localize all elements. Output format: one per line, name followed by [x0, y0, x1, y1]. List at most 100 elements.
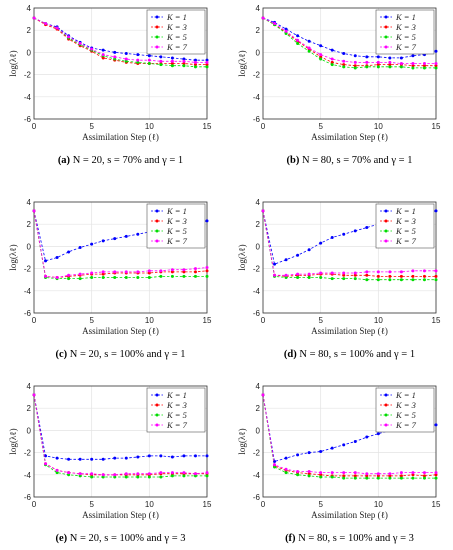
series-k5 [261, 393, 438, 480]
data-point [113, 275, 117, 279]
data-point [411, 473, 415, 477]
x-tick-label: 5 [89, 500, 94, 509]
data-point [193, 274, 197, 278]
caption-tag: (e) [55, 533, 69, 544]
data-point [365, 55, 369, 59]
data-point [422, 471, 426, 475]
x-axis-label: Assimilation Step (ℓ) [82, 132, 159, 142]
x-tick-label: 5 [318, 316, 323, 325]
data-point [113, 473, 117, 477]
x-axis-label: Assimilation Step (ℓ) [82, 326, 159, 336]
chart-panel-c: 0 5 10 15 -6 -4 -2 0 2 4 Assimilation Step (ℓ) log(… [8, 198, 212, 360]
data-point [147, 454, 151, 458]
data-point [376, 270, 380, 274]
legend: K = 1K = 3K = 5K = 7 [375, 387, 435, 433]
panel-caption: (c) N = 20, s = 100% and γ = 1 [55, 349, 185, 360]
legend-marker [155, 35, 159, 39]
caption-text: N = 20, s = 100% and γ = 1 [70, 349, 186, 360]
data-point [284, 27, 288, 31]
series-line [33, 17, 207, 65]
y-tick-label: -2 [24, 265, 32, 274]
data-point [434, 278, 438, 282]
legend-label: K = 1 [166, 390, 187, 400]
panel-caption: (a) N = 20, s = 70% and γ = 1 [58, 155, 183, 166]
data-point [284, 471, 288, 475]
data-point [261, 16, 265, 20]
legend-label: K = 3 [166, 400, 187, 410]
x-axis-label: Assimilation Step (ℓ) [82, 510, 159, 520]
y-tick-label: -6 [253, 493, 261, 502]
data-point [365, 278, 369, 282]
data-point [296, 272, 300, 276]
y-tick-label: 4 [256, 198, 261, 207]
caption-tag: (d) [284, 349, 299, 360]
data-point [101, 275, 105, 279]
data-point [78, 472, 82, 476]
data-point [296, 469, 300, 473]
chart-panel-f: 0 5 10 15 -6 -4 -2 0 2 4 Assimilation Step (ℓ) log(… [237, 382, 441, 544]
data-point [136, 232, 140, 236]
data-point [319, 241, 323, 245]
data-point [330, 57, 334, 61]
data-point [182, 471, 186, 475]
data-point [399, 278, 403, 282]
data-point [182, 64, 186, 68]
axes-box [262, 201, 437, 314]
data-point [159, 269, 163, 273]
chart-panel-a: 0 5 10 15 -6 -4 -2 0 2 4 Assimilation Step (ℓ) log(… [8, 4, 212, 166]
data-point [365, 474, 369, 478]
data-point [376, 474, 380, 478]
data-point [296, 473, 300, 477]
x-tick-label: 0 [261, 122, 266, 131]
data-point [411, 278, 415, 282]
data-point [182, 59, 186, 63]
x-tick-label: 0 [261, 316, 266, 325]
x-tick-label: 10 [374, 500, 383, 509]
caption-tag: (b) [287, 155, 302, 166]
data-point [147, 271, 151, 275]
x-tick-label: 0 [32, 122, 37, 131]
data-point [399, 476, 403, 480]
data-point [434, 423, 438, 427]
data-point [399, 65, 403, 69]
y-tick-label: 0 [27, 426, 32, 435]
data-point [205, 65, 209, 69]
legend-label: K = 3 [395, 216, 416, 226]
data-point [67, 277, 71, 281]
data-point [376, 274, 380, 278]
data-point [182, 474, 186, 478]
data-point [319, 473, 323, 477]
data-point [319, 53, 323, 57]
data-point [411, 269, 415, 273]
legend-marker [155, 393, 159, 397]
data-point [330, 271, 334, 275]
legend-marker [384, 219, 388, 223]
y-tick-label: 2 [27, 404, 32, 413]
data-point [353, 271, 357, 275]
data-point [365, 435, 369, 439]
data-point [353, 474, 357, 478]
panel-caption: (e) N = 20, s = 100% and γ = 3 [55, 533, 185, 544]
data-point [55, 456, 59, 460]
data-point [205, 219, 209, 223]
data-point [319, 55, 323, 59]
data-point [273, 273, 277, 277]
legend-label: K = 7 [395, 236, 417, 246]
legend-marker [384, 403, 388, 407]
data-point [182, 62, 186, 65]
data-point [205, 474, 209, 478]
legend-label: K = 7 [395, 420, 417, 430]
data-point [55, 468, 59, 472]
data-point [365, 226, 369, 230]
legend-label: K = 3 [166, 22, 187, 32]
data-point [353, 66, 357, 70]
data-point [124, 59, 128, 63]
data-point [182, 270, 186, 274]
data-point [44, 462, 48, 466]
data-point [113, 50, 117, 54]
legend-label: K = 3 [395, 400, 416, 410]
data-point [101, 239, 105, 243]
y-tick-label: -4 [253, 287, 261, 296]
legend-marker [155, 239, 159, 243]
data-point [55, 26, 59, 30]
